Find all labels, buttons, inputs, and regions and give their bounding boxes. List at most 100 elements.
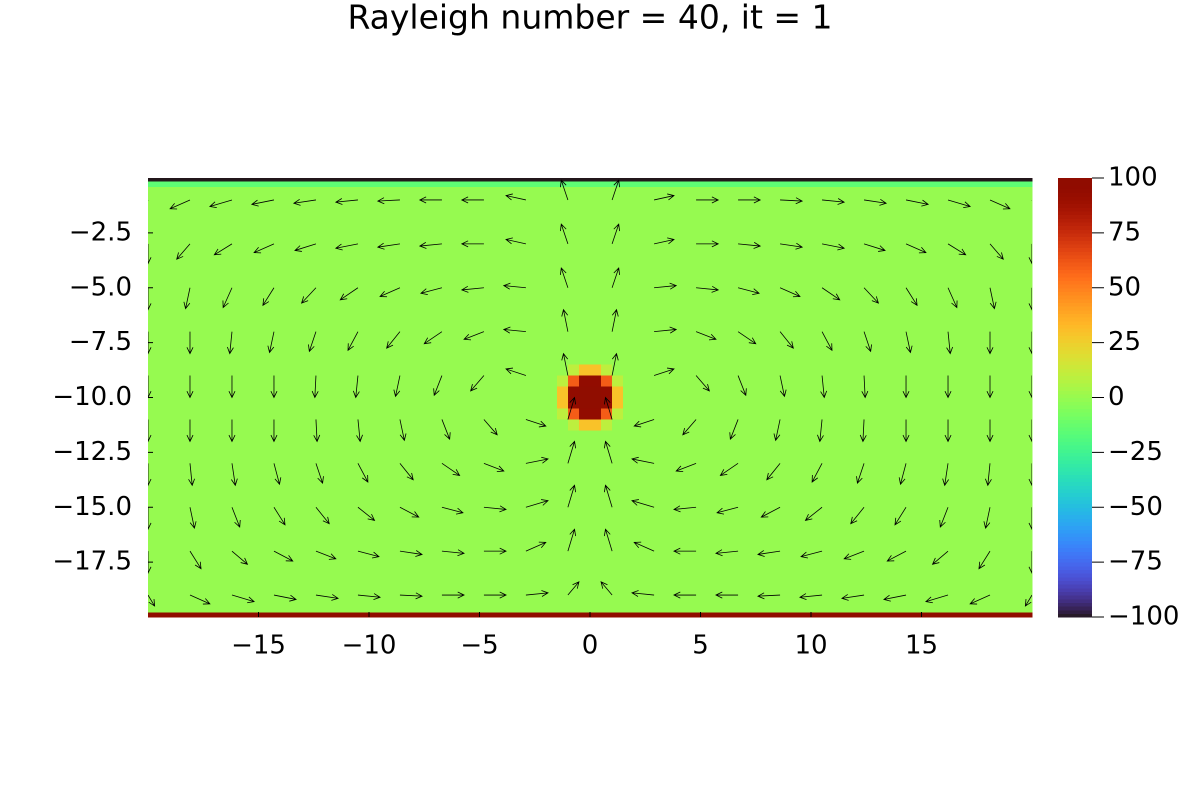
heat-cell (556, 397, 569, 409)
colorbar-segment (1058, 602, 1092, 607)
arrow (273, 507, 286, 526)
heat-cell (590, 408, 602, 420)
colorbar-segment (1058, 225, 1092, 230)
arrow (148, 419, 152, 443)
arrow (460, 285, 484, 293)
colorbar-segment (1058, 576, 1092, 582)
arrow (231, 463, 238, 487)
arrow (1028, 243, 1032, 265)
colorbar-segment (1058, 379, 1092, 384)
arrow (357, 593, 381, 601)
colorbar-segment (1058, 269, 1092, 274)
arrow (561, 308, 569, 332)
colorbar-segment (1058, 518, 1092, 523)
heat-cell (612, 386, 624, 398)
y-tick-label: −10.0 (52, 382, 132, 412)
arrow (841, 594, 865, 601)
heat-cell (567, 430, 580, 614)
arrow (186, 331, 194, 355)
colorbar-tick-label: −100 (1108, 602, 1179, 632)
x-tick-label: −10 (342, 631, 397, 661)
arrow (270, 419, 278, 443)
heat-cell (590, 181, 602, 188)
arrow (357, 550, 380, 559)
arrow (757, 550, 781, 557)
arrow (423, 331, 443, 345)
arrow (483, 505, 507, 513)
arrow (483, 591, 507, 599)
heat-cell (612, 419, 624, 431)
arrow (352, 375, 360, 399)
arrow (525, 590, 549, 597)
arrow (633, 419, 655, 428)
colorbar-segment (1058, 536, 1092, 541)
colorbar-segment (1058, 404, 1092, 410)
colorbar-segment (1058, 178, 1092, 183)
arrow (393, 375, 401, 398)
colorbar-segment (1058, 430, 1092, 435)
arrow (183, 287, 191, 310)
colorbar-segment (1058, 188, 1092, 194)
colorbar-segment (1058, 185, 1092, 190)
colorbar-segment (1058, 397, 1092, 402)
heat-cell (148, 375, 558, 388)
arrow (654, 326, 678, 334)
colorbar-segment (1058, 284, 1092, 289)
colorbar-segment (1058, 580, 1092, 585)
heat-cell (623, 419, 1033, 431)
colorbar-segment (1058, 240, 1092, 245)
colorbar-segment (1058, 540, 1092, 545)
colorbar-segment (1058, 368, 1092, 373)
arrow (603, 396, 613, 420)
heat-cell (601, 375, 613, 388)
arrow (270, 375, 278, 399)
arrow (773, 419, 781, 442)
heat-cell (623, 375, 1033, 388)
heat-cell (601, 386, 613, 398)
heat-cell (556, 178, 569, 182)
arrow (148, 594, 156, 607)
arrow (696, 196, 720, 204)
colorbar-tick-label: 50 (1108, 272, 1141, 302)
colorbar-segment (1058, 214, 1092, 219)
x-tick-label: 0 (582, 631, 599, 661)
arrow (441, 419, 451, 441)
arrow (969, 594, 991, 605)
arrow (470, 375, 485, 392)
heat-cell (590, 375, 602, 388)
arrow (715, 591, 739, 599)
colorbar-segment (1058, 547, 1092, 552)
colorbar-segment (1058, 306, 1092, 311)
heat-cell (590, 419, 602, 431)
arrow (148, 199, 149, 201)
colorbar-segment (1058, 313, 1092, 318)
chart-title: Rayleigh number = 40, it = 1 (347, 0, 832, 37)
arrow (567, 484, 577, 508)
arrow (1028, 551, 1032, 575)
arrow (986, 419, 994, 443)
colorbar-segment (1058, 456, 1092, 461)
arrow (737, 375, 747, 397)
heat-cell (612, 397, 624, 409)
arrow (376, 242, 400, 250)
arrow (886, 550, 907, 562)
arrow (631, 456, 655, 464)
arrow (169, 199, 191, 210)
colorbar-tick-label: 25 (1108, 327, 1141, 357)
colorbar-segment (1058, 386, 1092, 391)
heat-cell (623, 181, 1033, 188)
heat-cell (601, 612, 613, 618)
arrow (386, 331, 401, 349)
arrow (779, 331, 794, 349)
arrow (1031, 199, 1032, 201)
arrow (420, 287, 443, 295)
colorbar-segment (1058, 492, 1092, 497)
arrow (561, 352, 569, 376)
arrow (357, 506, 376, 521)
colorbar-segment (1058, 302, 1092, 307)
arrow (611, 308, 619, 332)
arrow (989, 243, 1004, 260)
arrow (399, 550, 423, 557)
arrow (189, 594, 211, 605)
arrow (176, 243, 191, 260)
